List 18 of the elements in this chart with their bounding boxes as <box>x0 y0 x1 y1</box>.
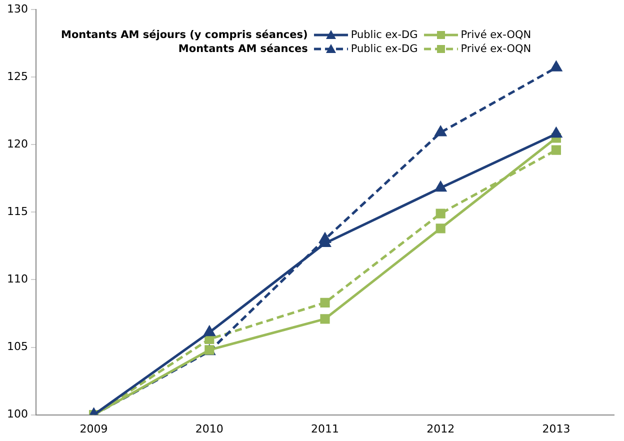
y-tick-label: 120 <box>6 138 28 151</box>
y-tick-label: 105 <box>6 340 28 354</box>
annotation: Montants AM séjours (y compris séances) <box>60 28 309 42</box>
x-tick-label: 2013 <box>542 422 570 436</box>
legend-label: Public ex-DG <box>350 42 419 56</box>
x-tick-label: 2011 <box>311 422 339 436</box>
legend-label: Privé ex-OQN <box>460 28 532 42</box>
y-tick-label: 110 <box>6 272 28 286</box>
legend-label: Public ex-DG <box>350 28 419 42</box>
y-tick-label: 115 <box>6 205 28 218</box>
x-tick-label: 2010 <box>195 422 224 436</box>
y-tick-label: 130 <box>6 2 28 16</box>
legend-label: Privé ex-OQN <box>460 42 532 56</box>
x-tick-label: 2012 <box>426 422 455 436</box>
y-tick-label: 100 <box>6 408 28 421</box>
y-tick-label: 125 <box>6 70 28 83</box>
annotation: Montants AM séances <box>177 42 309 56</box>
x-tick-label: 2009 <box>80 422 108 436</box>
